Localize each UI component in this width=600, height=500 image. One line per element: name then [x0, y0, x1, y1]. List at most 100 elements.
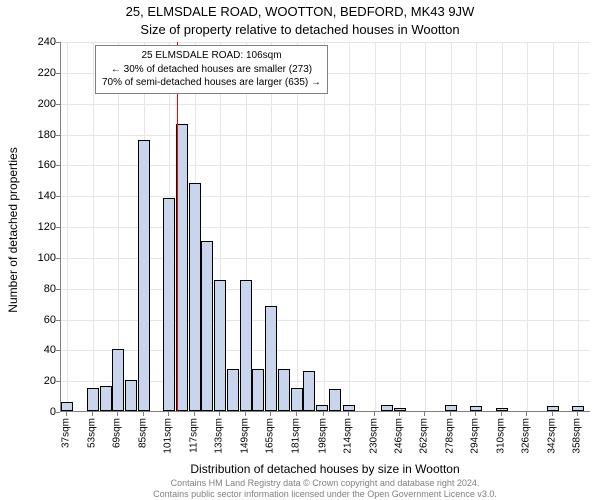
license-text: Contains HM Land Registry data © Crown c…	[60, 478, 590, 499]
gridline-v	[527, 42, 528, 411]
gridline-v	[93, 42, 94, 411]
histogram-bar	[100, 386, 112, 411]
xtick-mark	[348, 412, 349, 416]
gridline-v	[553, 42, 554, 411]
gridline-v	[375, 42, 376, 411]
histogram-bar	[214, 280, 226, 411]
xtick-mark	[501, 412, 502, 416]
histogram-bar	[572, 406, 584, 411]
annotation-line-3: 70% of semi-detached houses are larger (…	[102, 76, 321, 90]
histogram-bar	[240, 280, 252, 411]
gridline-v	[451, 42, 452, 411]
gridline-v	[400, 42, 401, 411]
histogram-bar	[496, 408, 508, 411]
xtick-label: 37sqm	[61, 418, 72, 448]
ytick-label: 220	[16, 67, 56, 79]
gridline-v	[349, 42, 350, 411]
xtick-label: 246sqm	[394, 418, 405, 454]
annotation-line-2: ← 30% of detached houses are smaller (27…	[102, 63, 321, 77]
xtick-mark	[399, 412, 400, 416]
xtick-mark	[450, 412, 451, 416]
histogram-bar	[291, 388, 303, 411]
ytick-label: 0	[16, 406, 56, 418]
xtick-label: 165sqm	[265, 418, 276, 454]
histogram-bar	[201, 241, 213, 411]
gridline-h	[61, 42, 590, 43]
xtick-label: 262sqm	[419, 418, 430, 454]
xtick-mark	[323, 412, 324, 416]
histogram-bar	[189, 183, 201, 411]
xtick-mark	[219, 412, 220, 416]
ytick-mark	[56, 381, 60, 382]
histogram-bar	[547, 406, 559, 411]
xtick-label: 214sqm	[343, 418, 354, 454]
xtick-mark	[270, 412, 271, 416]
histogram-bar	[445, 405, 457, 411]
ytick-mark	[56, 289, 60, 290]
histogram-bar	[316, 405, 328, 411]
ytick-mark	[56, 135, 60, 136]
xtick-mark	[526, 412, 527, 416]
ytick-label: 120	[16, 221, 56, 233]
ytick-label: 140	[16, 190, 56, 202]
xtick-label: 85sqm	[137, 418, 148, 448]
histogram-bar	[278, 369, 290, 411]
xtick-mark	[66, 412, 67, 416]
histogram-bar	[329, 389, 341, 411]
histogram-bar	[394, 408, 406, 411]
gridline-v	[476, 42, 477, 411]
ytick-mark	[56, 350, 60, 351]
ytick-label: 80	[16, 283, 56, 295]
ytick-label: 160	[16, 159, 56, 171]
xtick-mark	[194, 412, 195, 416]
histogram-bar	[470, 406, 482, 411]
histogram-bar	[343, 405, 355, 411]
xtick-mark	[245, 412, 246, 416]
plot-area: 25 ELMSDALE ROAD: 106sqm ← 30% of detach…	[60, 42, 590, 412]
xtick-label: 53sqm	[86, 418, 97, 448]
xtick-label: 358sqm	[572, 418, 583, 454]
gridline-v	[425, 42, 426, 411]
ytick-mark	[56, 196, 60, 197]
xtick-label: 342sqm	[546, 418, 557, 454]
xtick-label: 198sqm	[317, 418, 328, 454]
ytick-label: 20	[16, 375, 56, 387]
histogram-bar	[163, 198, 175, 411]
gridline-v	[578, 42, 579, 411]
license-line: Contains HM Land Registry data © Crown c…	[153, 478, 497, 498]
gridline-v	[297, 42, 298, 411]
xtick-label: 310sqm	[495, 418, 506, 454]
xtick-mark	[424, 412, 425, 416]
xtick-label: 133sqm	[214, 418, 225, 454]
ytick-mark	[56, 258, 60, 259]
ytick-mark	[56, 320, 60, 321]
ytick-mark	[56, 227, 60, 228]
xtick-label: 69sqm	[112, 418, 123, 448]
histogram-bar	[87, 388, 99, 411]
xtick-mark	[92, 412, 93, 416]
histogram-bar	[112, 349, 124, 411]
ytick-mark	[56, 104, 60, 105]
histogram-bar	[381, 405, 393, 411]
ytick-mark	[56, 73, 60, 74]
histogram-bar	[138, 140, 150, 411]
ytick-label: 40	[16, 344, 56, 356]
gridline-v	[67, 42, 68, 411]
xtick-label: 230sqm	[368, 418, 379, 454]
histogram-bar	[227, 369, 239, 411]
ytick-mark	[56, 165, 60, 166]
xtick-mark	[168, 412, 169, 416]
chart-title-sub: Size of property relative to detached ho…	[0, 22, 600, 37]
chart-container: 25, ELMSDALE ROAD, WOOTTON, BEDFORD, MK4…	[0, 0, 600, 500]
ytick-mark	[56, 412, 60, 413]
ytick-label: 60	[16, 314, 56, 326]
xtick-mark	[552, 412, 553, 416]
x-axis-label: Distribution of detached houses by size …	[60, 462, 590, 476]
reference-line	[177, 42, 178, 411]
histogram-bar	[265, 306, 277, 411]
chart-title-main: 25, ELMSDALE ROAD, WOOTTON, BEDFORD, MK4…	[0, 4, 600, 19]
ytick-label: 180	[16, 129, 56, 141]
xtick-mark	[117, 412, 118, 416]
xtick-label: 149sqm	[239, 418, 250, 454]
gridline-h	[61, 135, 590, 136]
